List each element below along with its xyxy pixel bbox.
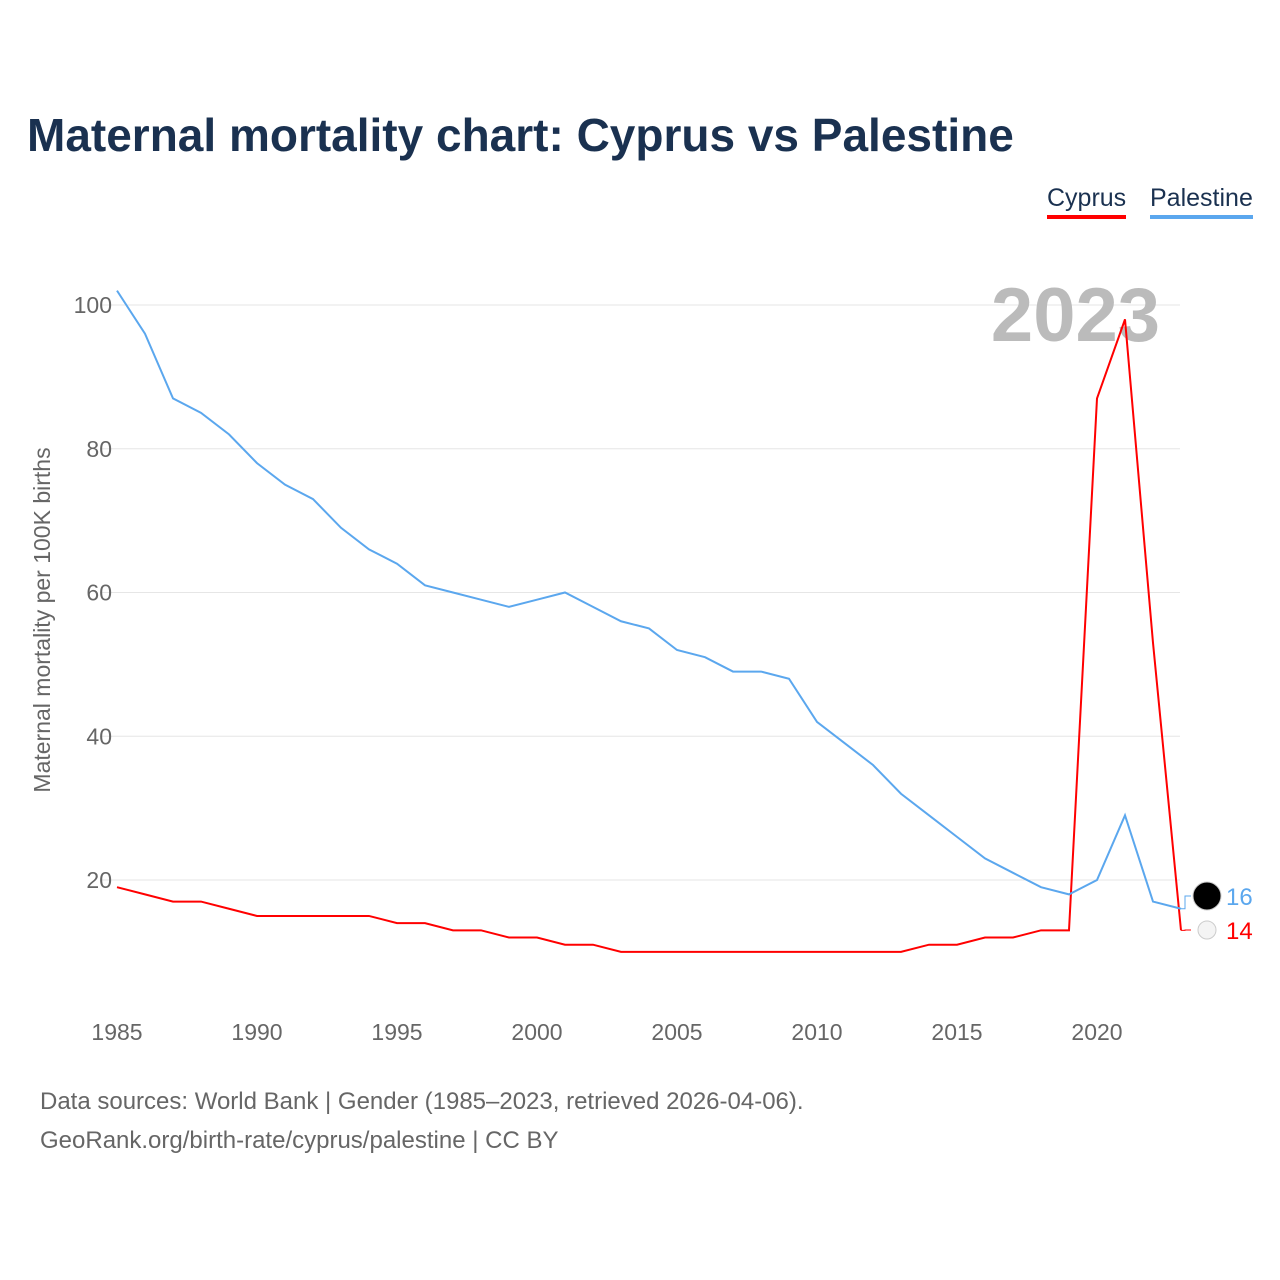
x-tick-label: 2015 (931, 1019, 982, 1045)
footer-source: Data sources: World Bank | Gender (1985–… (40, 1088, 804, 1115)
x-tick-label: 2005 (651, 1019, 702, 1045)
cyprus-flag-icon (1197, 920, 1217, 940)
chart-title: Maternal mortality chart: Cyprus vs Pale… (27, 109, 1014, 161)
y-tick-label: 80 (86, 436, 112, 462)
y-tick-label: 40 (86, 723, 112, 749)
x-tick-label: 1985 (91, 1019, 142, 1045)
x-tick-label: 1995 (371, 1019, 422, 1045)
legend-palestine[interactable]: Palestine (1150, 184, 1253, 219)
end-value-label: 16 (1226, 884, 1253, 911)
palestine-flag-icon (1192, 881, 1222, 911)
x-tick-label: 1990 (231, 1019, 282, 1045)
y-tick-label: 60 (86, 580, 112, 606)
end-connector (1181, 895, 1191, 910)
x-tick-label: 2000 (511, 1019, 562, 1045)
series-line-cyprus (116, 319, 1182, 953)
series-line-palestine (116, 290, 1182, 910)
y-axis-label: Maternal mortality per 100K births (29, 447, 55, 792)
footer-link[interactable]: GeoRank.org/birth-rate/cyprus/palestine … (40, 1127, 559, 1154)
legend-cyprus[interactable]: Cyprus (1047, 184, 1127, 219)
year-watermark: 2023 (991, 273, 1160, 358)
y-tick-label: 20 (86, 867, 112, 893)
x-tick-label: 2010 (791, 1019, 842, 1045)
x-tick-label: 2020 (1071, 1019, 1122, 1045)
y-tick-label: 100 (74, 292, 112, 318)
end-value-label: 14 (1226, 918, 1253, 945)
